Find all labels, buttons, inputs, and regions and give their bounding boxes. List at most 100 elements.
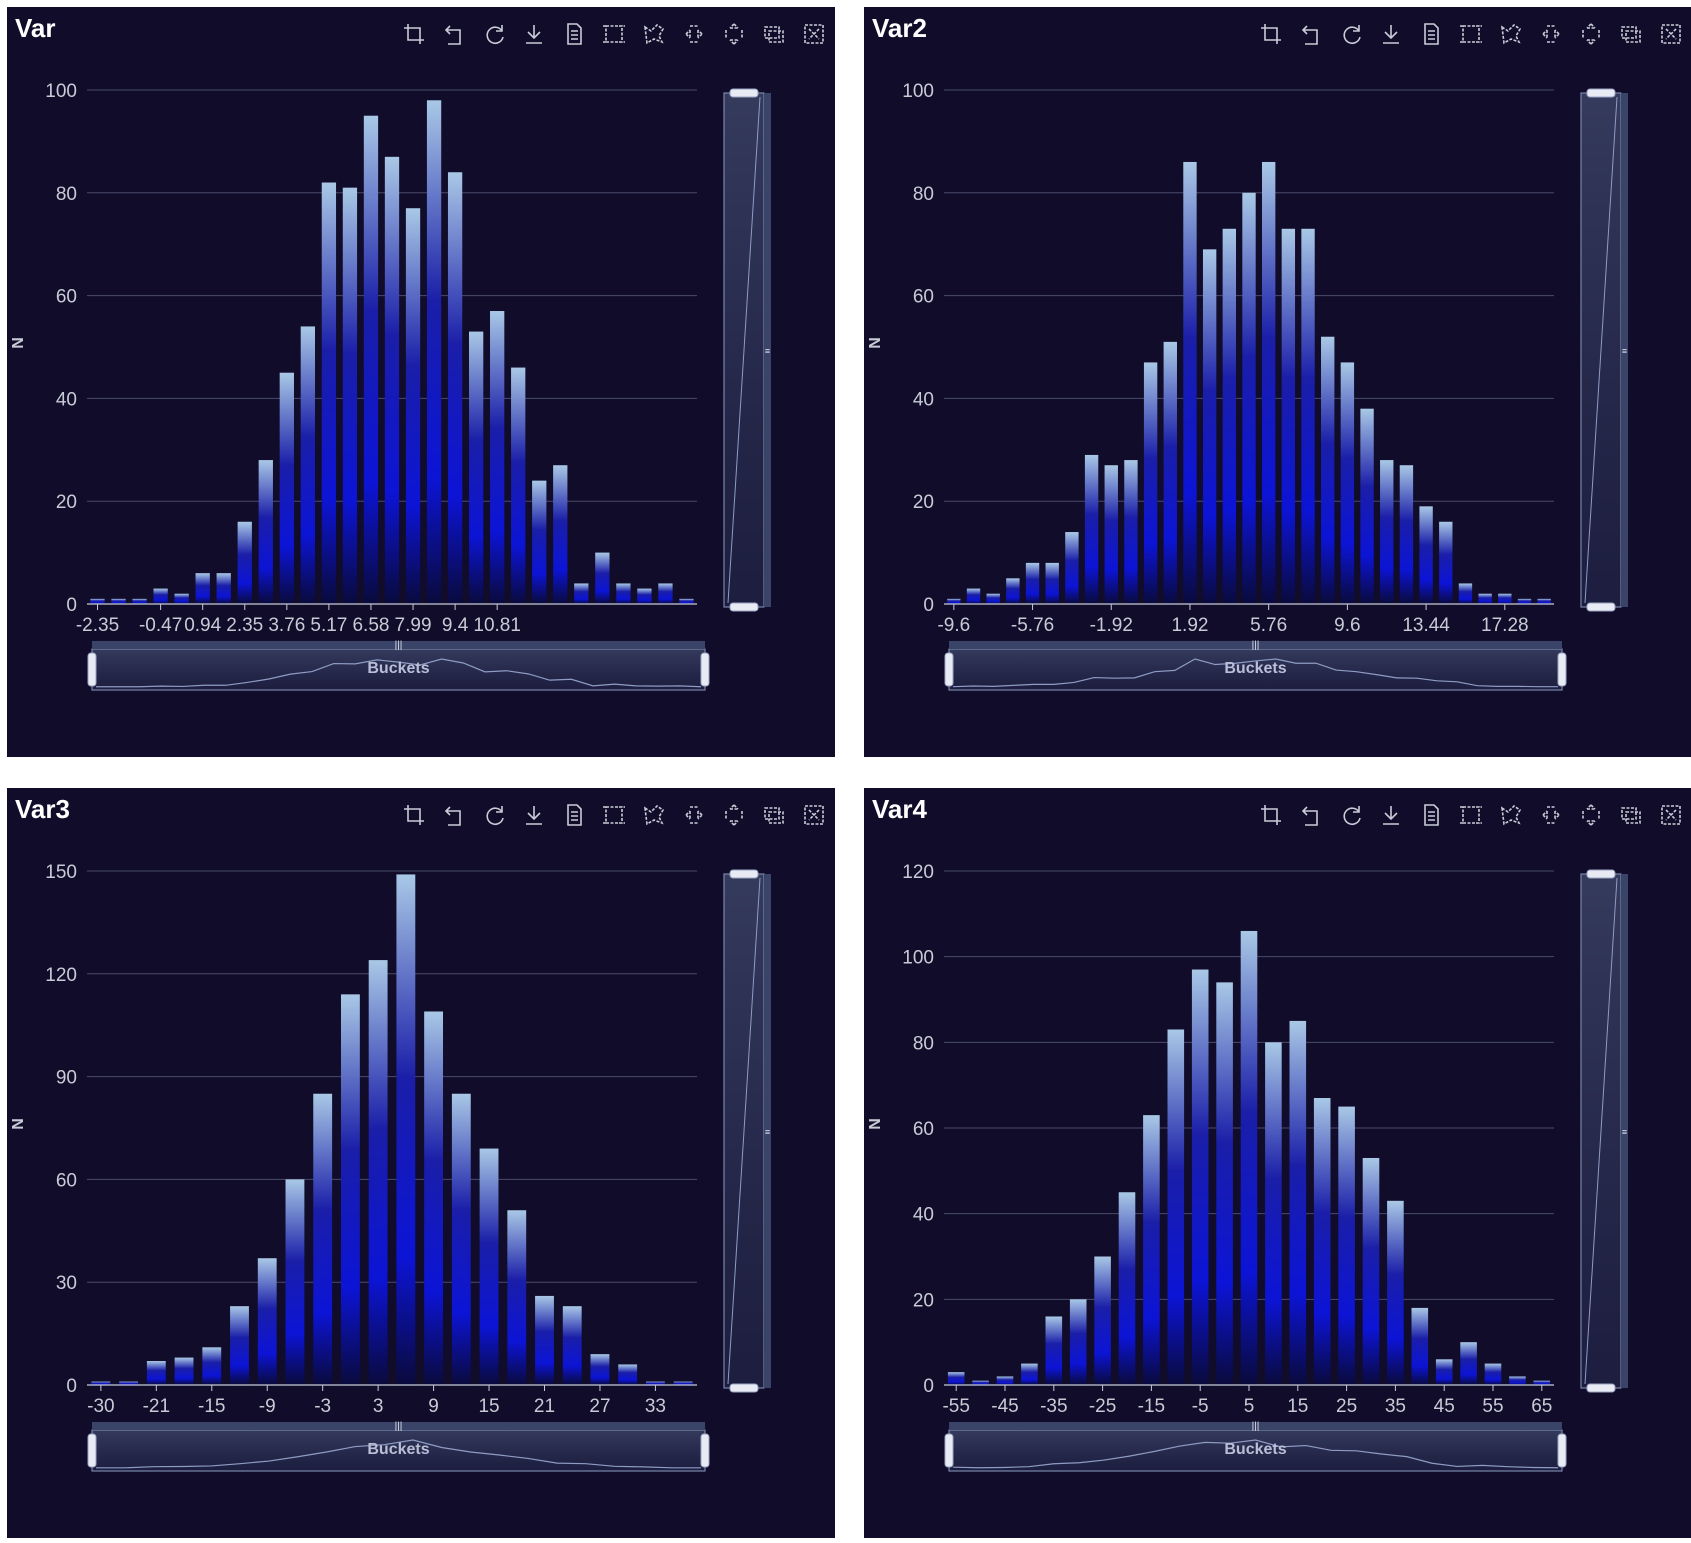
- bar[interactable]: [562, 1306, 582, 1385]
- bar[interactable]: [342, 187, 358, 604]
- y-data-zoom-handle[interactable]: [729, 869, 759, 879]
- bar[interactable]: [947, 598, 961, 604]
- bar[interactable]: [257, 1258, 277, 1385]
- bar[interactable]: [1478, 593, 1492, 604]
- bar[interactable]: [1045, 562, 1059, 604]
- bar[interactable]: [174, 1357, 194, 1385]
- download-icon[interactable]: [521, 802, 547, 828]
- clear-selection-icon[interactable]: [801, 21, 827, 47]
- bar[interactable]: [468, 331, 484, 604]
- lasso-select-icon[interactable]: [1498, 21, 1524, 47]
- x-data-zoom-handle[interactable]: [1557, 652, 1567, 687]
- bar[interactable]: [1362, 1157, 1380, 1385]
- data-view-icon[interactable]: [561, 21, 587, 47]
- bar[interactable]: [1045, 1316, 1063, 1385]
- bar[interactable]: [451, 1093, 471, 1385]
- bar[interactable]: [490, 311, 505, 604]
- bar[interactable]: [321, 182, 337, 604]
- x-data-zoom-handle[interactable]: [1557, 1433, 1567, 1468]
- bar[interactable]: [1439, 521, 1453, 604]
- lasso-select-icon[interactable]: [641, 802, 667, 828]
- bar[interactable]: [426, 100, 442, 604]
- bar[interactable]: [1143, 362, 1158, 604]
- bar[interactable]: [153, 588, 168, 604]
- bar[interactable]: [340, 994, 360, 1385]
- bar[interactable]: [1380, 460, 1394, 604]
- restore-icon[interactable]: [481, 21, 507, 47]
- clear-selection-icon[interactable]: [1658, 802, 1684, 828]
- bar[interactable]: [1321, 336, 1335, 604]
- bar[interactable]: [590, 1354, 610, 1385]
- bar[interactable]: [1202, 249, 1217, 604]
- y-data-zoom-move-handle[interactable]: ≡: [1622, 346, 1627, 356]
- bar[interactable]: [258, 460, 273, 604]
- bar[interactable]: [1025, 562, 1040, 604]
- bar[interactable]: [1191, 969, 1209, 1385]
- keep-selection-icon[interactable]: [1618, 802, 1644, 828]
- x-data-zoom-move-handle[interactable]: |||: [1252, 640, 1260, 651]
- bar[interactable]: [1167, 1029, 1185, 1385]
- zoom-back-icon[interactable]: [1298, 21, 1324, 47]
- bar[interactable]: [1458, 583, 1473, 604]
- bar[interactable]: [447, 172, 463, 605]
- bar[interactable]: [1222, 228, 1237, 604]
- bar[interactable]: [637, 588, 652, 604]
- bar[interactable]: [1484, 1363, 1502, 1385]
- x-data-zoom-handle[interactable]: [944, 652, 954, 687]
- bar[interactable]: [673, 1381, 693, 1385]
- bar[interactable]: [1084, 454, 1099, 604]
- y-data-zoom-move-handle[interactable]: ≡: [765, 346, 770, 356]
- rect-select-icon[interactable]: [1458, 21, 1484, 47]
- bar[interactable]: [507, 1210, 527, 1385]
- bar[interactable]: [174, 593, 189, 604]
- rect-select-icon[interactable]: [601, 21, 627, 47]
- bar[interactable]: [111, 598, 126, 604]
- bar[interactable]: [424, 1011, 444, 1385]
- bar[interactable]: [368, 960, 388, 1385]
- bar[interactable]: [1360, 408, 1374, 604]
- bar[interactable]: [658, 583, 673, 604]
- bar[interactable]: [1419, 506, 1433, 604]
- bar[interactable]: [91, 1381, 111, 1385]
- bar[interactable]: [146, 1361, 166, 1385]
- bar[interactable]: [1094, 1256, 1111, 1386]
- bar[interactable]: [1265, 1042, 1282, 1385]
- bar[interactable]: [396, 874, 416, 1385]
- bar[interactable]: [1537, 598, 1551, 604]
- y-data-zoom-handle[interactable]: [1586, 869, 1616, 879]
- bar[interactable]: [1281, 228, 1296, 604]
- y-data-zoom-move-handle[interactable]: ≡: [1622, 1127, 1627, 1137]
- bar[interactable]: [1216, 982, 1233, 1385]
- clear-selection-icon[interactable]: [1658, 21, 1684, 47]
- bar[interactable]: [384, 156, 400, 604]
- bar[interactable]: [230, 1306, 249, 1385]
- bar[interactable]: [1021, 1363, 1038, 1385]
- bar[interactable]: [1387, 1200, 1404, 1385]
- bar[interactable]: [1104, 465, 1118, 604]
- bar[interactable]: [405, 208, 421, 604]
- bar[interactable]: [1411, 1307, 1429, 1385]
- bar[interactable]: [1517, 598, 1532, 604]
- download-icon[interactable]: [521, 21, 547, 47]
- keep-selection-icon[interactable]: [761, 802, 787, 828]
- bar[interactable]: [616, 583, 631, 604]
- bar[interactable]: [202, 1347, 222, 1385]
- x-data-zoom-slider[interactable]: [91, 648, 706, 691]
- vertical-select-icon[interactable]: [721, 21, 747, 47]
- bar[interactable]: [1509, 1376, 1526, 1385]
- bar[interactable]: [1435, 1359, 1453, 1385]
- bar[interactable]: [195, 573, 210, 604]
- bar[interactable]: [1240, 930, 1258, 1385]
- y-data-zoom-handle[interactable]: [1586, 1383, 1616, 1393]
- x-data-zoom-move-handle[interactable]: |||: [1252, 1421, 1260, 1432]
- horizontal-select-icon[interactable]: [1538, 21, 1564, 47]
- bar[interactable]: [1460, 1342, 1477, 1385]
- bar[interactable]: [1498, 593, 1512, 604]
- y-data-zoom-handle[interactable]: [729, 1383, 759, 1393]
- horizontal-select-icon[interactable]: [681, 802, 707, 828]
- bar[interactable]: [119, 1381, 139, 1385]
- bar[interactable]: [363, 115, 379, 604]
- zoom-icon[interactable]: [401, 21, 427, 47]
- y-data-zoom-handle[interactable]: [729, 602, 759, 612]
- bar[interactable]: [1399, 465, 1414, 604]
